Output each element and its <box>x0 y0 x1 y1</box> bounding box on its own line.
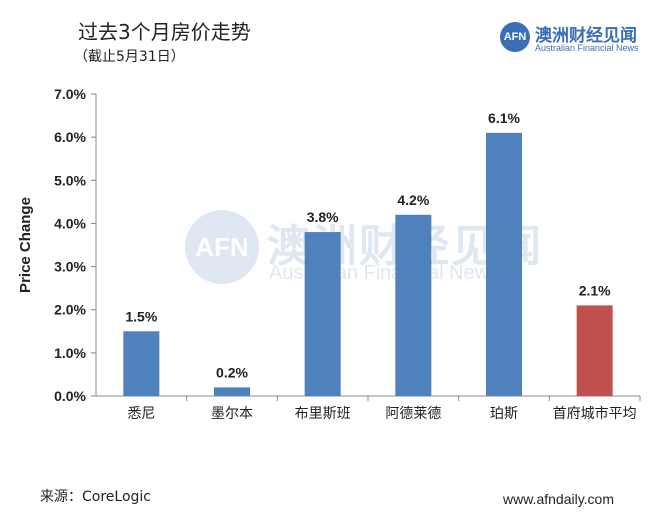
y-axis: 0.0% 1.0% 2.0% 3.0% 4.0% 5.0% 6.0% 7.0% <box>54 86 97 404</box>
page-subtitle: （截止5月31日） <box>74 49 185 65</box>
source-note: 来源：CoreLogic <box>40 489 151 505</box>
page-title: 过去3个月房价走势 <box>78 20 251 44</box>
afn-logo-name-cn: 澳洲财经见闻 <box>535 26 637 46</box>
bar-data-label: 1.5% <box>125 308 157 324</box>
y-tick-label: 2.0% <box>54 302 86 318</box>
x-tick-label: 悉尼 <box>127 406 155 422</box>
x-tick-label: 布里斯班 <box>295 406 351 422</box>
bar <box>486 132 522 397</box>
y-tick-label: 5.0% <box>54 172 86 188</box>
bar-data-label: 6.1% <box>488 110 520 126</box>
bar <box>214 387 250 396</box>
x-axis: 悉尼 墨尔本 布里斯班 阿德莱德 珀斯 首府城市平均 <box>96 395 641 422</box>
y-tick-label: 1.0% <box>54 345 86 361</box>
bar-data-label: 4.2% <box>397 192 429 208</box>
website-url: www.afndaily.com <box>503 491 615 507</box>
bar <box>576 305 613 396</box>
bar <box>395 214 432 396</box>
x-tick-label: 珀斯 <box>490 406 518 422</box>
bar-data-label: 2.1% <box>579 282 611 298</box>
bar <box>304 232 341 396</box>
afn-logo-name-en: Australian Financial News <box>535 43 639 53</box>
y-tick-label: 4.0% <box>54 215 86 231</box>
y-tick-label: 3.0% <box>54 259 86 275</box>
bar-data-label: 3.8% <box>307 209 339 225</box>
x-tick-label: 墨尔本 <box>211 406 253 422</box>
y-tick-label: 7.0% <box>54 86 86 102</box>
y-tick-label: 0.0% <box>54 388 86 404</box>
x-tick-label: 首府城市平均 <box>553 405 637 422</box>
x-tick-label: 阿德莱德 <box>385 406 441 422</box>
y-axis-label: Price Change <box>17 197 34 293</box>
bar <box>123 331 160 396</box>
afn-logo: AFN 澳洲财经见闻 Australian Financial News <box>500 22 640 56</box>
afn-logo-badge: AFN <box>500 22 530 52</box>
y-tick-label: 6.0% <box>54 129 86 145</box>
bar-data-label: 0.2% <box>216 364 248 380</box>
data-labels-group: 1.5% 0.2% 3.8% 4.2% 6.1% 2.1% <box>125 110 611 381</box>
bars-group <box>123 132 613 397</box>
